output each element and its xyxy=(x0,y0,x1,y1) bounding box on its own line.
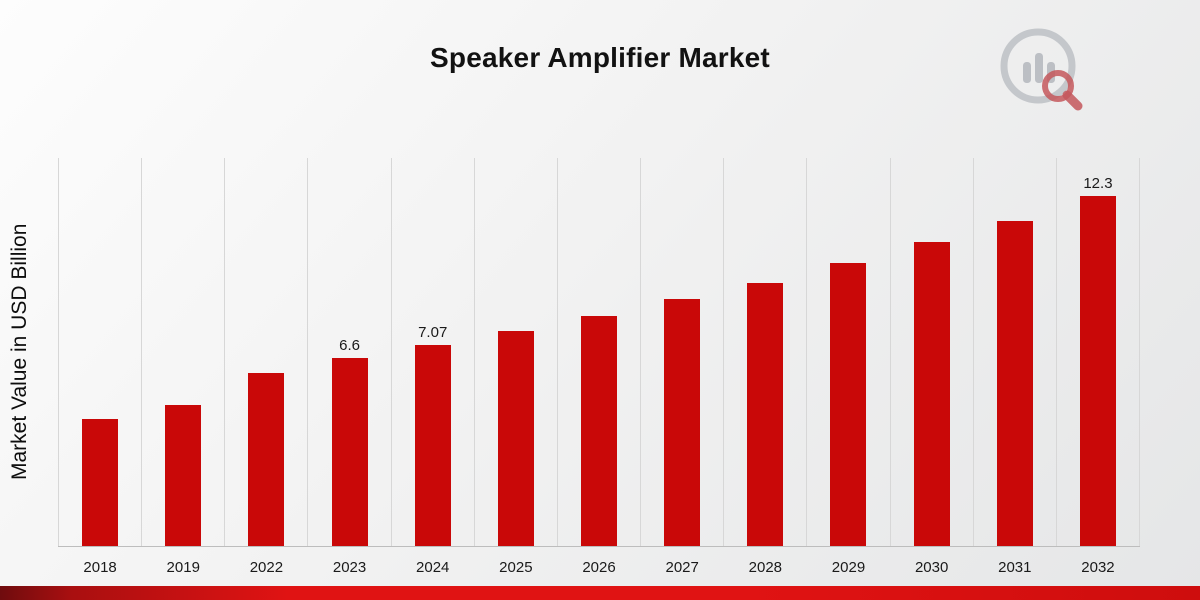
x-tick-label-2018: 2018 xyxy=(83,559,117,576)
bar-2022 xyxy=(248,372,285,546)
analytics-magnifier-logo-svg xyxy=(1000,28,1083,111)
bar-2028 xyxy=(747,282,784,546)
x-tick-label-2031: 2031 xyxy=(998,559,1032,576)
grid-cell: 12.3 2032 xyxy=(1055,158,1141,576)
bar-2019 xyxy=(165,405,202,546)
footer-accent-bar xyxy=(0,586,1200,600)
plot-area: 2018 2019 2022 6.6 2023 7.07 2024 2025 2026 2027 2… xyxy=(58,158,1141,576)
grid-cell: 2018 xyxy=(58,158,141,576)
x-tick-label-2019: 2019 xyxy=(166,559,200,576)
grid-cell: 2031 xyxy=(972,158,1056,576)
x-tick-label-2022: 2022 xyxy=(249,559,284,576)
grid-cell: 2025 xyxy=(473,158,557,576)
x-tick-label-2023: 2023 xyxy=(332,559,367,576)
data-label-2032: 12.3 xyxy=(1083,175,1113,193)
x-tick-label-2024: 2024 xyxy=(416,559,450,576)
grid-cell: 2019 xyxy=(141,158,224,576)
chart-title: Speaker Amplifier Market xyxy=(430,42,770,73)
bar-2031 xyxy=(996,220,1033,546)
grid-cell: 7.07 2024 xyxy=(390,158,474,576)
brand-logo-icon xyxy=(996,24,1088,116)
grid-cell: 6.6 2023 xyxy=(307,158,390,576)
data-label-2024: 7.07 xyxy=(418,324,448,342)
bar-2023 xyxy=(331,358,368,546)
grid-cell: 2030 xyxy=(889,158,973,576)
bar-2024 xyxy=(414,345,451,546)
grid-cell: 2026 xyxy=(556,158,640,576)
x-tick-label-2026: 2026 xyxy=(582,559,616,576)
bar-2026 xyxy=(581,315,618,546)
bar-2027 xyxy=(664,298,701,546)
x-tick-label-2025: 2025 xyxy=(499,559,533,576)
grid-cell: 2027 xyxy=(640,158,723,576)
grid-cell: 2022 xyxy=(224,158,307,576)
bar-2018 xyxy=(82,419,119,546)
x-tick-label-2029: 2029 xyxy=(831,559,866,576)
bar-2025 xyxy=(497,330,534,546)
bar-2032 xyxy=(1079,196,1116,546)
bar-2030 xyxy=(913,241,950,546)
x-tick-label-2032: 2032 xyxy=(1081,559,1115,576)
x-tick-label-2028: 2028 xyxy=(748,559,783,576)
y-axis-label: Market Value in USD Billion xyxy=(8,223,31,481)
grid-cell: 2028 xyxy=(723,158,806,576)
grid-cell: 2029 xyxy=(806,158,889,576)
bar-2029 xyxy=(830,262,867,546)
x-tick-label-2027: 2027 xyxy=(665,559,699,576)
data-label-2023: 6.6 xyxy=(339,337,360,355)
x-tick-label-2030: 2030 xyxy=(914,559,949,576)
